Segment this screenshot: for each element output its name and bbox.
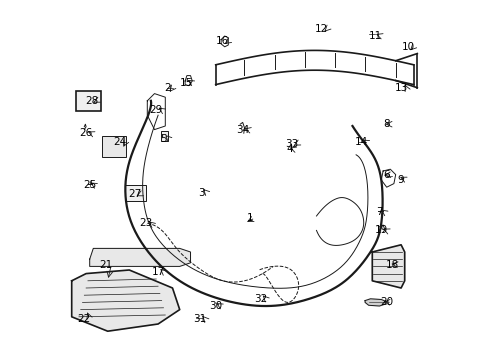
Polygon shape [89, 248, 190, 266]
Text: 26: 26 [80, 128, 93, 138]
Text: 14: 14 [354, 137, 367, 147]
Text: 34: 34 [236, 125, 249, 135]
Text: 19: 19 [374, 225, 387, 235]
FancyBboxPatch shape [161, 131, 167, 141]
Text: 9: 9 [397, 175, 404, 185]
Text: 6: 6 [383, 170, 389, 180]
Text: 20: 20 [379, 297, 392, 307]
Text: 30: 30 [209, 301, 222, 311]
Text: 10: 10 [401, 42, 414, 52]
Text: 8: 8 [383, 119, 389, 129]
FancyBboxPatch shape [76, 91, 101, 111]
Text: 17: 17 [151, 267, 164, 277]
Text: 2: 2 [163, 83, 170, 93]
Text: 32: 32 [254, 294, 267, 304]
Text: 21: 21 [99, 260, 112, 270]
Text: 13: 13 [394, 83, 407, 93]
Text: 5: 5 [160, 134, 166, 144]
FancyBboxPatch shape [102, 136, 126, 157]
Text: 16: 16 [216, 36, 229, 46]
Polygon shape [72, 270, 179, 331]
Text: 31: 31 [192, 314, 206, 324]
Polygon shape [371, 245, 404, 288]
Text: 12: 12 [315, 24, 328, 34]
Text: 4: 4 [285, 144, 292, 154]
Text: 1: 1 [246, 213, 253, 223]
Text: 3: 3 [198, 188, 204, 198]
Polygon shape [365, 299, 386, 306]
Text: 11: 11 [368, 31, 382, 41]
Text: 15: 15 [180, 78, 193, 88]
FancyBboxPatch shape [125, 185, 146, 201]
Text: 18: 18 [385, 260, 398, 270]
Text: 25: 25 [83, 180, 96, 190]
Text: 7: 7 [375, 207, 382, 217]
Text: 22: 22 [78, 314, 91, 324]
Text: 27: 27 [128, 189, 141, 199]
Text: 29: 29 [149, 105, 163, 115]
Text: 33: 33 [284, 139, 297, 149]
Text: 28: 28 [85, 96, 98, 106]
Text: 23: 23 [139, 218, 152, 228]
Text: 24: 24 [113, 137, 127, 147]
